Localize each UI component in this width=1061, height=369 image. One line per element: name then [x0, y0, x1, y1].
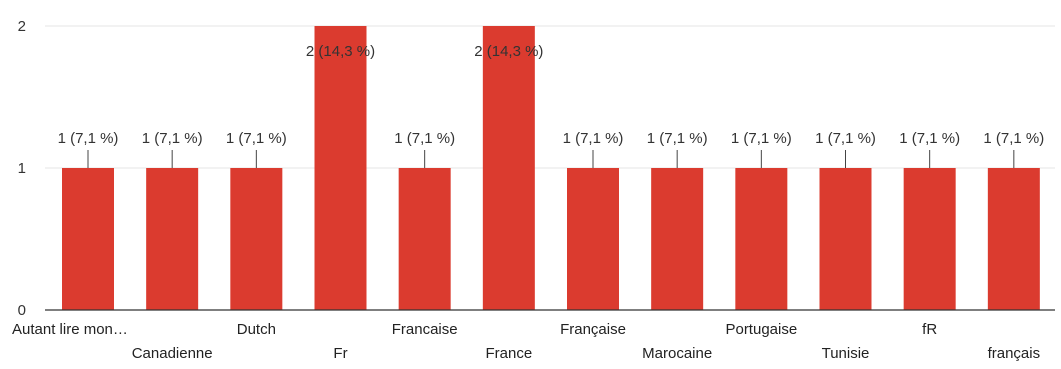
bar[interactable]	[903, 168, 956, 310]
bar[interactable]	[987, 168, 1040, 310]
x-category-label: Francaise	[392, 321, 458, 338]
x-axis-labels: Autant lire mon…Canadienne Dutch Fr Francai…	[12, 321, 1040, 362]
y-axis-ticks: 0 1 2	[18, 18, 26, 319]
x-category-label: fR	[922, 321, 937, 338]
y-tick-label: 2	[18, 18, 26, 35]
data-label: 1 (7,1 %)	[563, 130, 624, 147]
y-tick-label: 0	[18, 302, 26, 319]
data-label: 1 (7,1 %)	[647, 130, 708, 147]
bar[interactable]	[146, 168, 199, 310]
bar[interactable]	[567, 168, 619, 310]
bar[interactable]	[398, 168, 451, 310]
bar[interactable]	[62, 168, 114, 310]
bars	[62, 26, 1040, 310]
bar[interactable]	[230, 168, 283, 310]
bar[interactable]	[735, 168, 788, 310]
data-label: 2 (14,3 %)	[306, 43, 375, 60]
data-label: 2 (14,3 %)	[474, 43, 543, 60]
data-labels: 1 (7,1 %) 1 (7,1 %) 1 (7,1 %) 2 (14,3 %) 1 (…	[58, 43, 1044, 168]
y-tick-label: 1	[18, 160, 26, 177]
bar[interactable]	[651, 168, 704, 310]
x-category-label: France	[485, 345, 532, 362]
data-label: 1 (7,1 %)	[58, 130, 119, 147]
data-label: 1 (7,1 %)	[815, 130, 876, 147]
x-category-label: Dutch	[237, 321, 276, 338]
data-label: 1 (7,1 %)	[899, 130, 960, 147]
x-category-label: français	[988, 345, 1041, 362]
x-category-label: Fr	[333, 345, 347, 362]
data-label: 1 (7,1 %)	[731, 130, 792, 147]
bar[interactable]	[482, 26, 535, 310]
data-label: 1 (7,1 %)	[394, 130, 455, 147]
bar[interactable]	[819, 168, 872, 310]
gridlines	[45, 25, 1055, 169]
x-category-label: Française	[560, 321, 626, 338]
x-category-label: Portugaise	[725, 321, 797, 338]
data-label: 1 (7,1 %)	[983, 130, 1044, 147]
x-category-label: Autant lire mon…	[12, 321, 128, 338]
data-label: 1 (7,1 %)	[142, 130, 203, 147]
x-category-label: Marocaine	[642, 345, 712, 362]
bar[interactable]	[314, 26, 367, 310]
x-category-label: Tunisie	[822, 345, 870, 362]
data-label: 1 (7,1 %)	[226, 130, 287, 147]
x-category-label: Canadienne	[132, 345, 213, 362]
